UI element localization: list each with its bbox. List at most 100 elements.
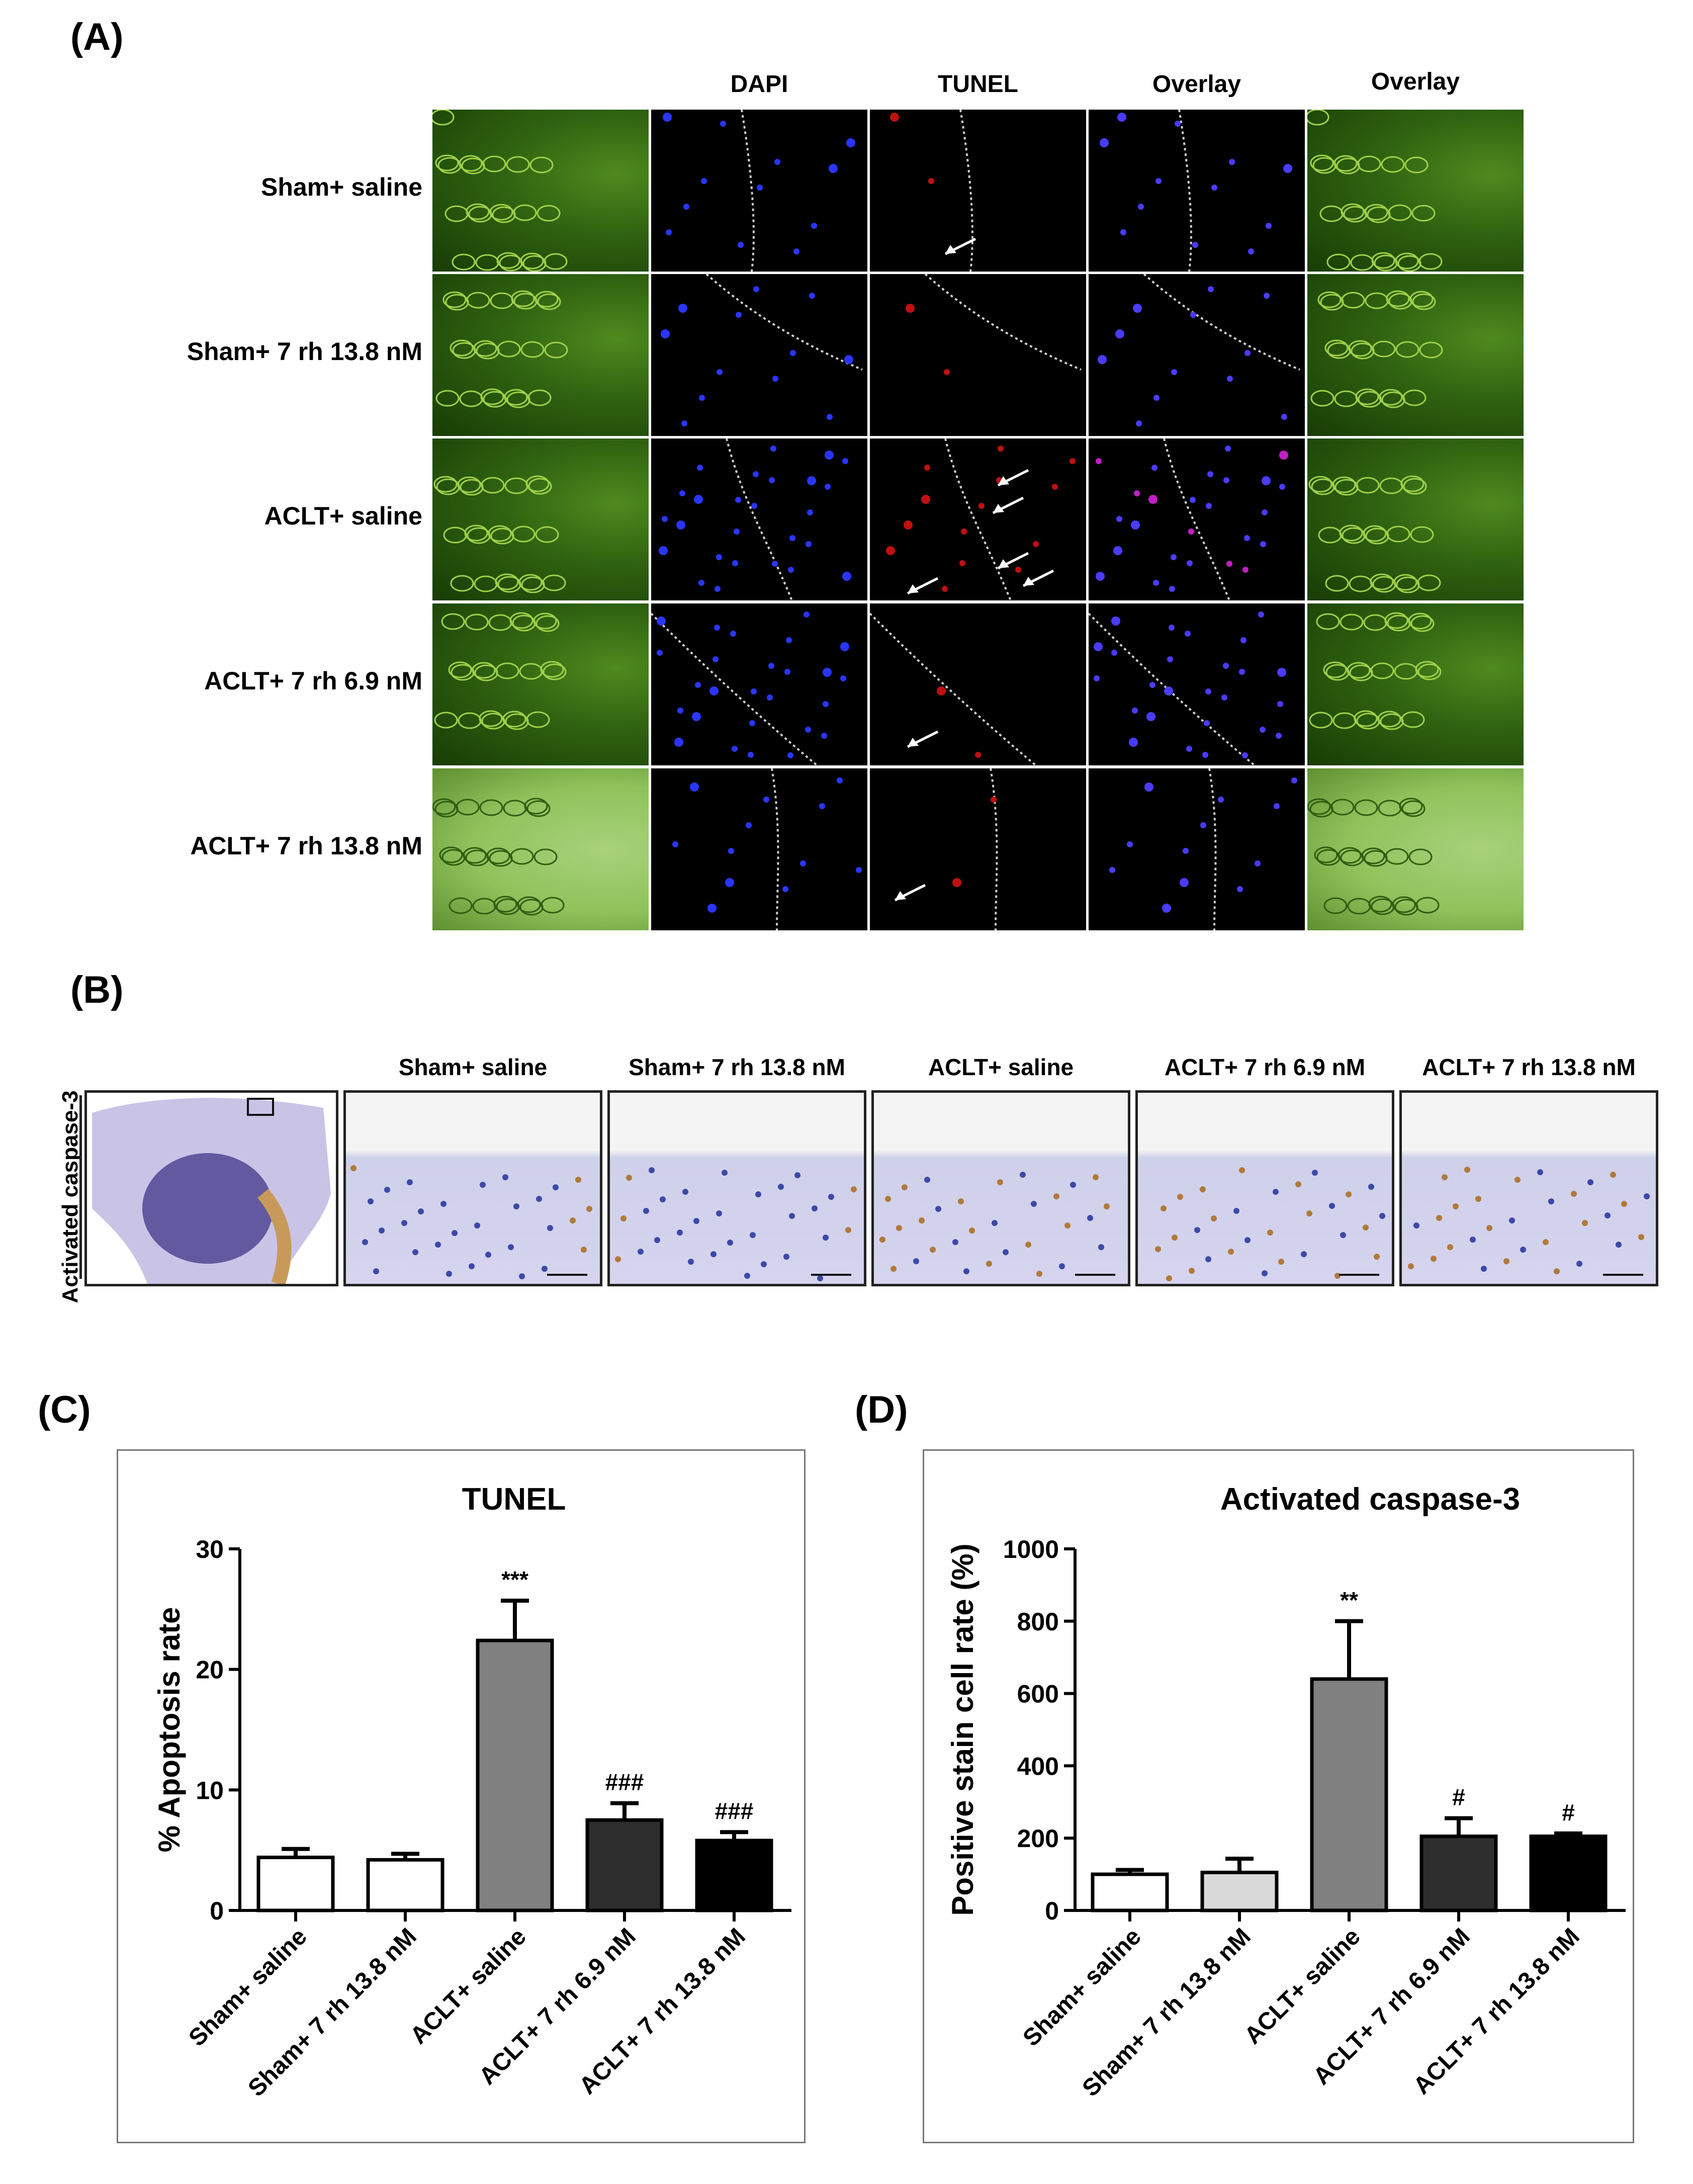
tissue-boundary-line bbox=[651, 613, 818, 765]
chondrocyte-outline bbox=[497, 340, 521, 358]
stained-cell-dot bbox=[935, 1206, 941, 1212]
cell-nucleus-dot bbox=[712, 656, 719, 662]
stained-cell-dot bbox=[1273, 1189, 1279, 1195]
chondrocyte-outline bbox=[442, 291, 467, 308]
tunel-image bbox=[870, 768, 1086, 930]
cell-nucleus-dot bbox=[657, 650, 663, 656]
cell-nucleus-dot bbox=[975, 752, 981, 758]
significance-label: ### bbox=[605, 1769, 644, 1795]
cell-nucleus-dot bbox=[774, 159, 780, 165]
cell-nucleus-dot bbox=[1094, 642, 1103, 651]
arrowhead-icon bbox=[1023, 577, 1034, 586]
cell-nucleus-dot bbox=[856, 867, 862, 873]
stained-cell-dot bbox=[553, 1184, 559, 1190]
dapi-image bbox=[651, 768, 867, 930]
cell-nucleus-dot bbox=[1279, 451, 1288, 460]
stained-cell-dot bbox=[1621, 1201, 1627, 1207]
caspase-ihc-image bbox=[871, 1090, 1130, 1286]
stained-cell-dot bbox=[997, 1179, 1003, 1185]
chondrocyte-outline bbox=[544, 341, 568, 359]
chondrocyte-outline bbox=[1341, 203, 1365, 220]
chondrocyte-outline bbox=[527, 389, 552, 406]
cell-nucleus-dot bbox=[1183, 848, 1189, 854]
stained-cell-dot bbox=[1431, 1256, 1437, 1262]
chondrocyte-outline bbox=[479, 799, 503, 816]
dapi-image bbox=[651, 603, 867, 765]
cell-nucleus-dot bbox=[1260, 727, 1266, 733]
y-tick-label: 800 bbox=[1017, 1608, 1059, 1636]
stained-cell-dot bbox=[1262, 1270, 1268, 1276]
bar bbox=[476, 1638, 554, 1912]
chondrocyte-outline bbox=[1347, 662, 1371, 679]
significance-label: ** bbox=[1340, 1587, 1358, 1613]
chondrocyte-outline bbox=[511, 290, 535, 307]
stained-cell-dot bbox=[1436, 1215, 1442, 1221]
brightfield-image bbox=[432, 110, 649, 272]
cell-nucleus-dot bbox=[1186, 746, 1192, 752]
stained-cell-dot bbox=[350, 1165, 357, 1171]
cell-nucleus-dot bbox=[1190, 497, 1196, 503]
cell-nucleus-dot bbox=[732, 746, 738, 752]
chondrocyte-outline bbox=[1377, 711, 1401, 728]
cell-nucleus-dot bbox=[657, 617, 666, 626]
overlay-image bbox=[1089, 603, 1305, 765]
cell-nucleus-dot bbox=[1208, 286, 1214, 292]
stained-cell-dot bbox=[1464, 1167, 1470, 1173]
brightfield-image bbox=[432, 603, 649, 765]
cell-nucleus-dot bbox=[1258, 611, 1264, 618]
cell-nucleus-dot bbox=[840, 642, 849, 651]
chondrocyte-outline bbox=[1401, 711, 1425, 728]
cell-nucleus-dot bbox=[736, 312, 742, 318]
arrowhead-icon bbox=[998, 559, 1009, 568]
stained-cell-dot bbox=[1644, 1193, 1650, 1199]
chondrocyte-outline bbox=[511, 526, 536, 543]
cell-nucleus-dot bbox=[1111, 650, 1117, 656]
cell-nucleus-dot bbox=[800, 860, 806, 866]
cell-nucleus-dot bbox=[1240, 637, 1246, 643]
cell-nucleus-dot bbox=[787, 752, 793, 758]
stained-cell-dot bbox=[469, 1263, 475, 1269]
stained-cell-dot bbox=[828, 1194, 834, 1200]
chondrocyte-outline bbox=[520, 341, 545, 358]
stained-cell-dot bbox=[1537, 1169, 1543, 1175]
cell-nucleus-dot bbox=[1180, 878, 1189, 887]
cell-nucleus-dot bbox=[1239, 669, 1245, 675]
chondrocyte-outline bbox=[1361, 847, 1385, 864]
cell-nucleus-dot bbox=[1052, 484, 1058, 490]
cell-nucleus-dot bbox=[662, 516, 668, 522]
stained-cell-dot bbox=[660, 1196, 666, 1202]
stained-cell-dot bbox=[1070, 1182, 1076, 1188]
stained-cell-dot bbox=[1543, 1239, 1549, 1245]
cell-nucleus-dot bbox=[734, 529, 740, 535]
cell-nucleus-dot bbox=[730, 631, 736, 637]
cell-nucleus-dot bbox=[725, 878, 734, 887]
col-header-dapi: DAPI bbox=[730, 71, 788, 98]
cell-nucleus-dot bbox=[717, 369, 723, 375]
cell-nucleus-dot bbox=[1192, 242, 1198, 248]
stained-cell-dot bbox=[418, 1208, 424, 1214]
chondrocyte-outline bbox=[488, 525, 512, 542]
chondrocyte-outline bbox=[1339, 525, 1363, 542]
panel-d-letter: (D) bbox=[855, 1388, 908, 1431]
cell-nucleus-dot bbox=[1291, 777, 1297, 783]
chondrocyte-outline bbox=[486, 847, 510, 864]
overlay-image bbox=[1089, 768, 1305, 930]
cell-nucleus-dot bbox=[1169, 586, 1175, 592]
stained-cell-dot bbox=[1605, 1212, 1611, 1218]
chondrocyte-outline bbox=[1332, 476, 1356, 493]
chondrocyte-outline bbox=[1310, 154, 1334, 171]
stained-cell-dot bbox=[1177, 1194, 1183, 1200]
cell-nucleus-dot bbox=[1211, 185, 1217, 191]
cell-nucleus-dot bbox=[697, 465, 703, 471]
row-label: Sham+ 7 rh 13.8 nM bbox=[187, 337, 422, 366]
cell-nucleus-dot bbox=[1262, 509, 1268, 515]
cell-nucleus-dot bbox=[825, 484, 831, 490]
chondrocyte-outline bbox=[535, 526, 559, 543]
cell-nucleus-dot bbox=[1190, 312, 1196, 318]
chondrocyte-outline bbox=[452, 253, 476, 271]
stained-cell-dot bbox=[620, 1215, 627, 1221]
stained-cell-dot bbox=[1059, 1263, 1065, 1269]
tissue-boundary-line bbox=[1178, 110, 1192, 272]
cell-nucleus-dot bbox=[844, 355, 853, 364]
cell-nucleus-dot bbox=[819, 803, 825, 809]
